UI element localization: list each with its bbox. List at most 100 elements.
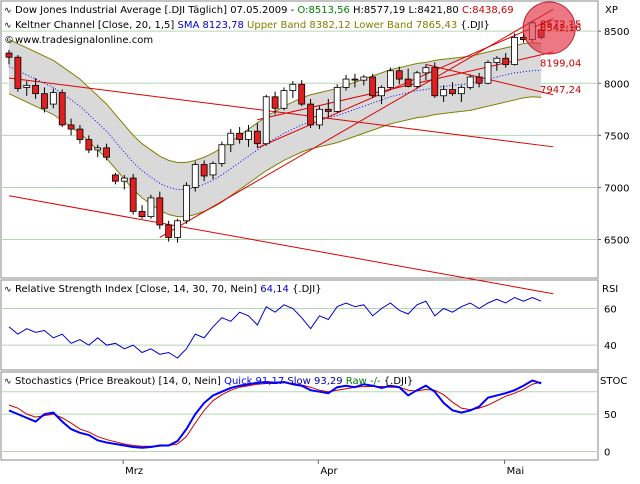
stoch-tick-label: 0 <box>604 448 610 459</box>
stoch-axis-unit: STOC <box>600 376 627 387</box>
candle-body <box>182 184 190 222</box>
keltner-label: Keltner Channel [Close, 20, 1,5] <box>15 20 174 31</box>
candle-body <box>67 124 75 130</box>
stoch-slow: Slow 93,29 <box>287 376 342 387</box>
candle-body <box>475 76 483 84</box>
candle-body <box>307 103 314 126</box>
candle-body <box>395 70 403 80</box>
close-value: C:8438,69 <box>462 5 514 16</box>
price-tick-label: 7000 <box>604 183 629 194</box>
candle-body <box>120 177 128 182</box>
svg-text:Stochastics (Price Breakout) [: Stochastics (Price Breakout) [14, 0, Nei… <box>15 376 413 387</box>
candle-body <box>49 92 57 105</box>
price-level-label: 8572,15 <box>540 20 581 31</box>
rsi-line <box>8 296 542 359</box>
stoch-suffix: {.DJI} <box>384 376 414 387</box>
candle-body <box>378 87 385 97</box>
candle-body <box>440 89 448 97</box>
band-label: Upper Band 8382,12 Lower Band 7865,43 <box>247 20 457 31</box>
candle-body <box>156 197 164 226</box>
stoch-quick: Quick 91,17 <box>224 376 284 387</box>
keltner-suffix: {.DJI} <box>460 20 490 31</box>
highlight-circle <box>522 1 576 55</box>
price-tick-label: 7500 <box>604 131 629 142</box>
candle-body <box>457 87 465 95</box>
candle-body <box>85 139 93 151</box>
candle-body <box>200 164 208 177</box>
candle-body <box>262 96 270 145</box>
candle-body <box>431 67 439 97</box>
rsi-value: 64,14 <box>260 284 289 295</box>
candle-body <box>103 147 110 158</box>
stoch-quick-line <box>8 379 542 449</box>
trend-icon: ∿ <box>4 6 12 16</box>
candle-body <box>138 211 146 218</box>
candle-body <box>484 62 492 84</box>
rsi-suffix: {.DJI} <box>292 284 322 295</box>
candle-body <box>449 89 456 95</box>
candle-body <box>165 224 173 238</box>
rsi-legend: ∿ Relative Strength Index [Close, 14, 30… <box>4 284 322 295</box>
candle-body <box>227 132 235 146</box>
trend-icon: ∿ <box>4 21 12 31</box>
svg-text:Relative Strength Index [Close: Relative Strength Index [Close, 14, 30, … <box>15 284 322 295</box>
candle-body <box>245 130 252 140</box>
sma-label: SMA 8123,78 <box>178 20 244 31</box>
trendline <box>8 77 554 148</box>
trend-icon: ∿ <box>4 377 12 387</box>
price-tick-label: 6500 <box>604 236 629 247</box>
candle-body <box>387 70 394 88</box>
candle-body <box>280 90 288 109</box>
candle-body <box>174 220 181 238</box>
trend-icon: ∿ <box>4 285 12 295</box>
price-level-label: 8199,04 <box>540 59 581 70</box>
candle-body <box>94 147 102 151</box>
price-legend: ∿ Dow Jones Industrial Average [.DJI Täg… <box>4 5 514 46</box>
x-tick-label: Mrz <box>125 466 143 477</box>
candle-body <box>209 163 217 176</box>
high-value: H:8577,19 <box>353 5 405 16</box>
candle-body <box>14 56 22 89</box>
candle-body <box>191 164 199 188</box>
price-level-label: 7947,24 <box>540 85 581 96</box>
candle-body <box>404 78 412 87</box>
candle-body <box>511 37 518 65</box>
trendline <box>8 195 554 295</box>
candle-body <box>23 84 31 88</box>
candle-body <box>502 57 510 65</box>
rsi-tick-label: 60 <box>604 305 617 316</box>
price-axis-unit: XP <box>605 5 618 16</box>
candle-body <box>112 174 119 182</box>
x-tick-label: Apr <box>320 466 338 477</box>
rsi-axis-unit: RSI <box>602 284 618 295</box>
candle-body <box>316 108 323 126</box>
stoch-legend: ∿ Stochastics (Price Breakout) [14, 0, N… <box>4 376 413 387</box>
open-value: O:8513,56 <box>297 5 349 16</box>
candle-body <box>466 76 474 88</box>
svg-text:Dow Jones Industrial Average [: Dow Jones Industrial Average [.DJI Tägli… <box>15 5 514 16</box>
stoch-raw: Raw -/- <box>346 376 381 387</box>
low-value: L:8421,80 <box>408 5 458 16</box>
candle-body <box>271 96 279 109</box>
stoch-label: Stochastics (Price Breakout) [14, 0, Nei… <box>15 376 221 387</box>
candle-body <box>298 83 306 105</box>
candle-body <box>351 78 359 81</box>
candle-body <box>253 130 261 145</box>
price-level-label: 8542,16 <box>540 23 581 34</box>
stoch-panel-frame <box>0 371 599 461</box>
candle-body <box>218 144 226 164</box>
candle-body <box>342 78 350 88</box>
candle-body <box>236 132 244 140</box>
copyright-icon: © <box>4 35 14 46</box>
candle-body <box>360 76 368 81</box>
stochastic-plot <box>2 379 597 453</box>
candle-body <box>333 87 341 112</box>
x-tick-label: Mai <box>507 466 525 477</box>
candle-body <box>289 83 297 91</box>
rsi-plot <box>2 296 597 359</box>
candle-body <box>32 84 40 95</box>
candle-body <box>58 92 66 126</box>
